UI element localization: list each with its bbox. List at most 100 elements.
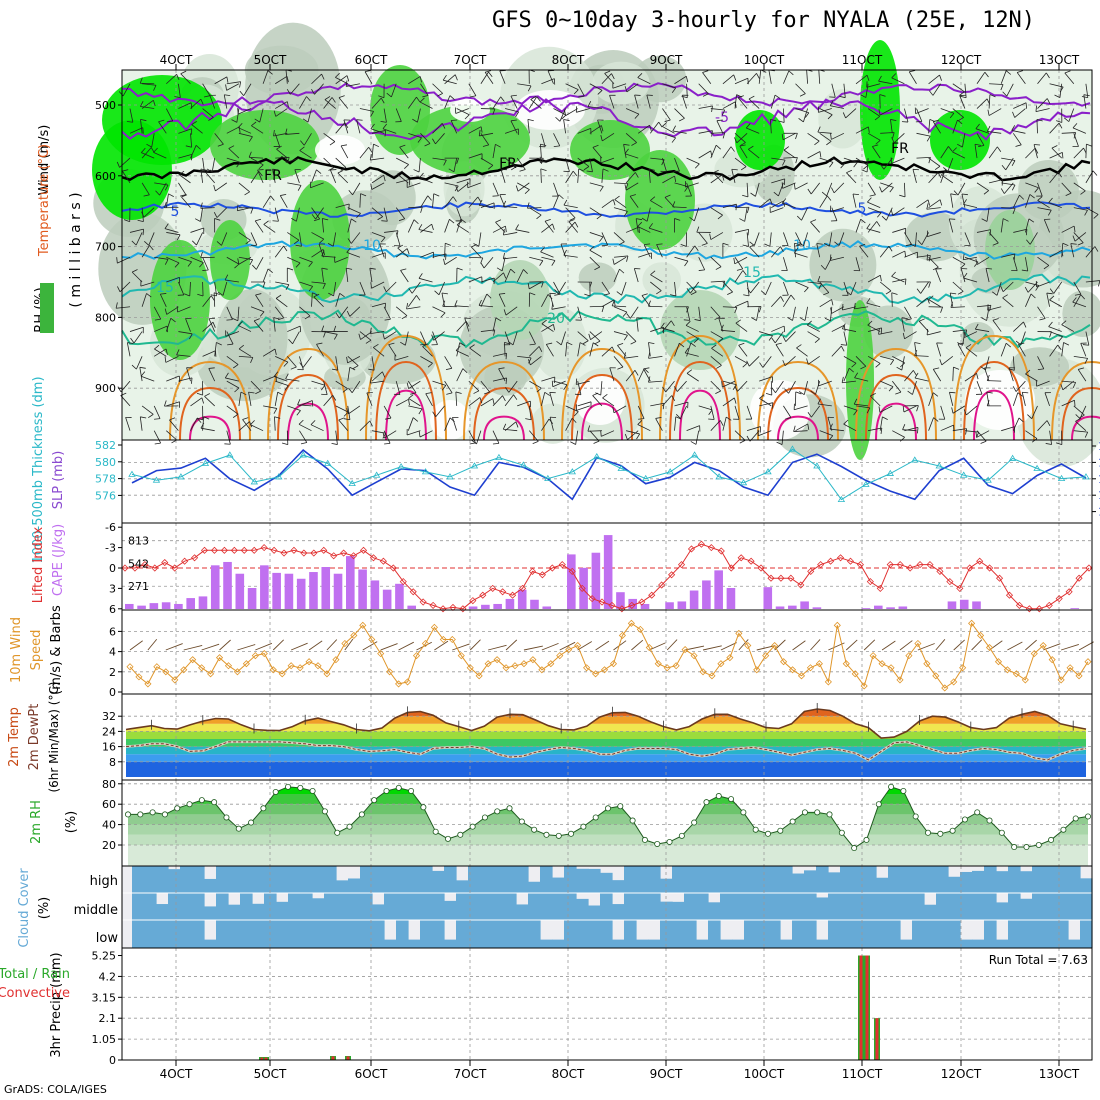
wind-barb — [529, 346, 540, 357]
wind-barb-flag — [422, 95, 429, 98]
wind-barb-flag — [1011, 184, 1016, 191]
temperature-contour-warm — [777, 415, 819, 441]
temperature-contour-warm — [767, 386, 829, 441]
wind-barb — [830, 105, 844, 109]
wind-speed-point — [618, 631, 626, 640]
wind-barb-flag — [574, 393, 582, 396]
wind-barb — [359, 108, 374, 112]
wind-barb — [1061, 243, 1064, 258]
wind-barb — [1013, 102, 1027, 109]
rh-point — [297, 784, 304, 791]
rh-point — [925, 829, 932, 836]
wind-barb — [250, 424, 264, 432]
wind-barb-flag — [736, 268, 743, 271]
wind-barb-flag — [286, 88, 291, 95]
wind-barb — [444, 243, 446, 258]
wind-barb-flag — [926, 203, 929, 210]
rh-band — [128, 845, 1088, 866]
wind-barb — [1000, 70, 1007, 84]
wind-barb — [1049, 152, 1063, 159]
wind-barb-flag — [853, 410, 858, 416]
wind-barb-flag — [734, 307, 738, 314]
wind-barb — [880, 380, 894, 388]
wind-barb — [602, 132, 615, 142]
thickness-tick-label: 580 — [95, 456, 116, 469]
wind-barb — [746, 127, 760, 134]
wind-barb — [273, 132, 288, 137]
li-point — [737, 554, 745, 562]
label-cape: CAPE (J/kg) — [51, 524, 66, 596]
li-point — [856, 561, 864, 569]
precip-tick-label: 4.2 — [99, 970, 117, 983]
wind-barb — [286, 356, 297, 368]
temperature-contour-warm — [973, 389, 1015, 441]
wind-barb-flag — [671, 87, 677, 94]
wind-speed-point — [323, 670, 331, 678]
thickness-point — [250, 478, 259, 485]
wind-barb-flag — [716, 119, 723, 122]
rh-point — [358, 811, 365, 818]
cape-bar — [677, 601, 687, 609]
wind-barb-flag — [442, 300, 446, 307]
wind-barb — [964, 430, 979, 433]
wind-barb — [770, 119, 772, 134]
cloud-bar — [756, 866, 769, 893]
wind-barb-flag — [572, 170, 578, 177]
wind-barb-flag — [785, 417, 792, 420]
wind-barb-flag — [904, 251, 907, 258]
cloud-bar — [528, 881, 541, 893]
cape-bar — [800, 601, 809, 609]
wind-barb — [722, 380, 736, 388]
cloud-bar — [564, 893, 577, 920]
wind-barb — [433, 331, 445, 341]
wind-barb — [846, 172, 857, 184]
wind-barb-flag — [986, 374, 990, 381]
lifted-index-tick-label: -3 — [105, 542, 116, 555]
cloud-bar — [504, 920, 517, 948]
temperature-contour-warm — [561, 347, 643, 441]
wind-barb — [734, 256, 748, 265]
wind-barb-flag — [539, 260, 544, 266]
cloud-bar — [1080, 920, 1093, 948]
wind-barb — [1048, 202, 1062, 209]
cloud-bar — [804, 870, 817, 893]
wind-barb — [528, 96, 538, 109]
wind-barb-flag — [992, 242, 999, 246]
wind-barb — [928, 157, 941, 167]
wind-barb-flag — [1002, 91, 1008, 97]
wind-barb — [1018, 344, 1026, 357]
temp-tick-label: 32 — [102, 710, 116, 723]
wind-barb-flag — [232, 318, 239, 322]
li-point — [250, 546, 258, 554]
wind-barb-flag — [939, 199, 943, 206]
wind-barb — [785, 331, 796, 342]
rh-point — [838, 829, 845, 836]
wind-barb — [650, 402, 665, 407]
wind-barb — [855, 74, 868, 85]
label-slp: SLP (mb) — [51, 451, 66, 510]
wind-barb-flag — [384, 442, 391, 445]
wind-barb-flag — [662, 122, 668, 127]
li-point — [588, 595, 596, 603]
wind-barb — [648, 342, 651, 357]
wind-barb-flag — [745, 123, 751, 129]
wind-barb — [397, 247, 409, 258]
wind-barb — [418, 158, 421, 173]
cloud-bar — [744, 866, 757, 893]
wind-barb-flag — [524, 189, 530, 194]
wind-barb-flag — [830, 307, 832, 314]
wind-barb-flag — [671, 137, 676, 143]
wind-barb-flag — [1054, 94, 1061, 99]
wind-barb — [425, 393, 433, 407]
wind-barb — [464, 318, 470, 332]
wind-barb-flag — [949, 112, 955, 119]
wind-barb-flag — [816, 243, 823, 245]
wind-barb — [759, 402, 773, 407]
wind-barb — [926, 207, 941, 210]
wind-barb-flag — [153, 85, 157, 91]
thickness-point — [715, 473, 723, 480]
slp-panel: 58258057857610141012101010081006 — [95, 439, 1100, 524]
wind-barb — [417, 108, 421, 123]
wind-barb-flag — [1074, 400, 1076, 407]
